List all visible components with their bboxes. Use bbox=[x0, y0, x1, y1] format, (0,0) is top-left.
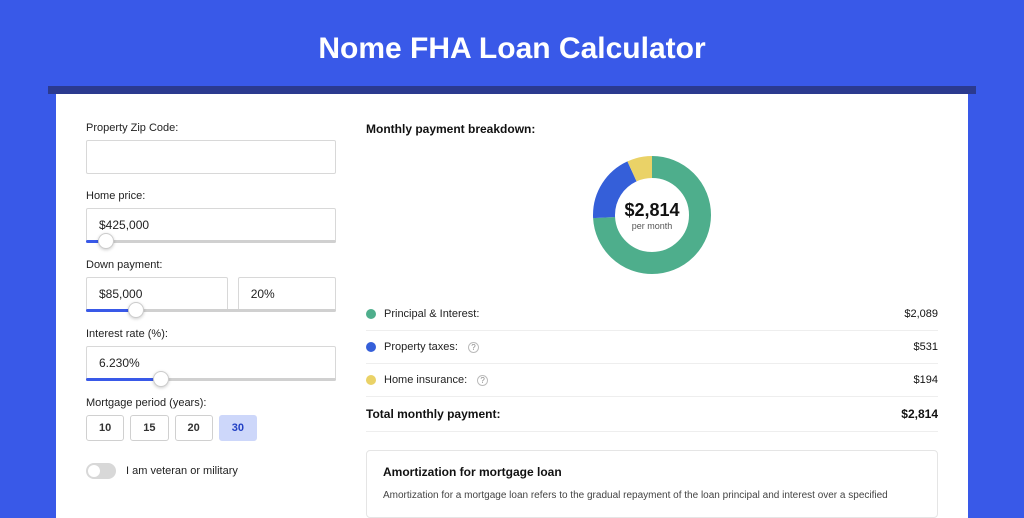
donut-sub: per month bbox=[632, 221, 673, 231]
legend-row: Home insurance:? $194 bbox=[366, 364, 938, 397]
calculator-card: Property Zip Code: Home price: Down paym… bbox=[56, 94, 968, 518]
card-shadow-accent bbox=[48, 86, 976, 94]
down-payment-slider[interactable] bbox=[86, 309, 336, 312]
veteran-toggle[interactable] bbox=[86, 463, 116, 479]
legend-dot bbox=[366, 375, 376, 385]
down-payment-percent-input[interactable] bbox=[238, 277, 336, 311]
period-option-20[interactable]: 20 bbox=[175, 415, 213, 441]
legend-value: $194 bbox=[914, 374, 938, 386]
interest-rate-slider[interactable] bbox=[86, 378, 336, 381]
home-price-label: Home price: bbox=[86, 190, 336, 202]
legend-label: Property taxes: bbox=[384, 341, 458, 353]
interest-rate-input[interactable] bbox=[86, 346, 336, 380]
legend-value: $2,089 bbox=[904, 308, 938, 320]
down-payment-label: Down payment: bbox=[86, 259, 336, 271]
veteran-toggle-row: I am veteran or military bbox=[86, 463, 336, 479]
legend-label: Home insurance: bbox=[384, 374, 467, 386]
field-down-payment: Down payment: bbox=[86, 259, 336, 312]
legend-row: Property taxes:? $531 bbox=[366, 331, 938, 364]
page-title: Nome FHA Loan Calculator bbox=[0, 0, 1024, 86]
breakdown-column: Monthly payment breakdown: $2,814 per mo… bbox=[366, 122, 938, 518]
down-payment-slider-thumb[interactable] bbox=[128, 302, 144, 318]
home-price-input[interactable] bbox=[86, 208, 336, 242]
amortization-title: Amortization for mortgage loan bbox=[383, 465, 921, 479]
amortization-card: Amortization for mortgage loan Amortizat… bbox=[366, 450, 938, 518]
period-option-10[interactable]: 10 bbox=[86, 415, 124, 441]
donut-amount: $2,814 bbox=[624, 200, 679, 221]
mortgage-period-options: 1015 2030 bbox=[86, 415, 336, 441]
interest-rate-slider-thumb[interactable] bbox=[153, 371, 169, 387]
total-row: Total monthly payment: $2,814 bbox=[366, 397, 938, 432]
field-interest-rate: Interest rate (%): bbox=[86, 328, 336, 381]
amortization-text: Amortization for a mortgage loan refers … bbox=[383, 489, 921, 503]
info-icon[interactable]: ? bbox=[468, 342, 479, 353]
form-column: Property Zip Code: Home price: Down paym… bbox=[86, 122, 336, 518]
legend-rows: Principal & Interest: $2,089 Property taxe… bbox=[366, 298, 938, 397]
total-label: Total monthly payment: bbox=[366, 407, 500, 421]
legend-dot bbox=[366, 309, 376, 319]
home-price-slider[interactable] bbox=[86, 240, 336, 243]
period-option-30[interactable]: 30 bbox=[219, 415, 257, 441]
home-price-slider-thumb[interactable] bbox=[98, 233, 114, 249]
info-icon[interactable]: ? bbox=[477, 375, 488, 386]
donut-wrap: $2,814 per month bbox=[366, 150, 938, 280]
legend-label: Principal & Interest: bbox=[384, 308, 479, 320]
veteran-toggle-knob bbox=[88, 465, 100, 477]
zip-label: Property Zip Code: bbox=[86, 122, 336, 134]
field-mortgage-period: Mortgage period (years): 1015 2030 bbox=[86, 397, 336, 441]
interest-rate-label: Interest rate (%): bbox=[86, 328, 336, 340]
total-value: $2,814 bbox=[901, 407, 938, 421]
zip-input[interactable] bbox=[86, 140, 336, 174]
field-home-price: Home price: bbox=[86, 190, 336, 243]
veteran-toggle-label: I am veteran or military bbox=[126, 465, 238, 477]
breakdown-title: Monthly payment breakdown: bbox=[366, 122, 938, 136]
legend-row: Principal & Interest: $2,089 bbox=[366, 298, 938, 331]
legend-dot bbox=[366, 342, 376, 352]
interest-rate-slider-fill bbox=[86, 378, 161, 381]
donut-center: $2,814 per month bbox=[587, 150, 717, 280]
payment-donut-chart: $2,814 per month bbox=[587, 150, 717, 280]
mortgage-period-label: Mortgage period (years): bbox=[86, 397, 336, 409]
legend-value: $531 bbox=[914, 341, 938, 353]
field-zip: Property Zip Code: bbox=[86, 122, 336, 174]
period-option-15[interactable]: 15 bbox=[130, 415, 168, 441]
down-payment-amount-input[interactable] bbox=[86, 277, 228, 311]
